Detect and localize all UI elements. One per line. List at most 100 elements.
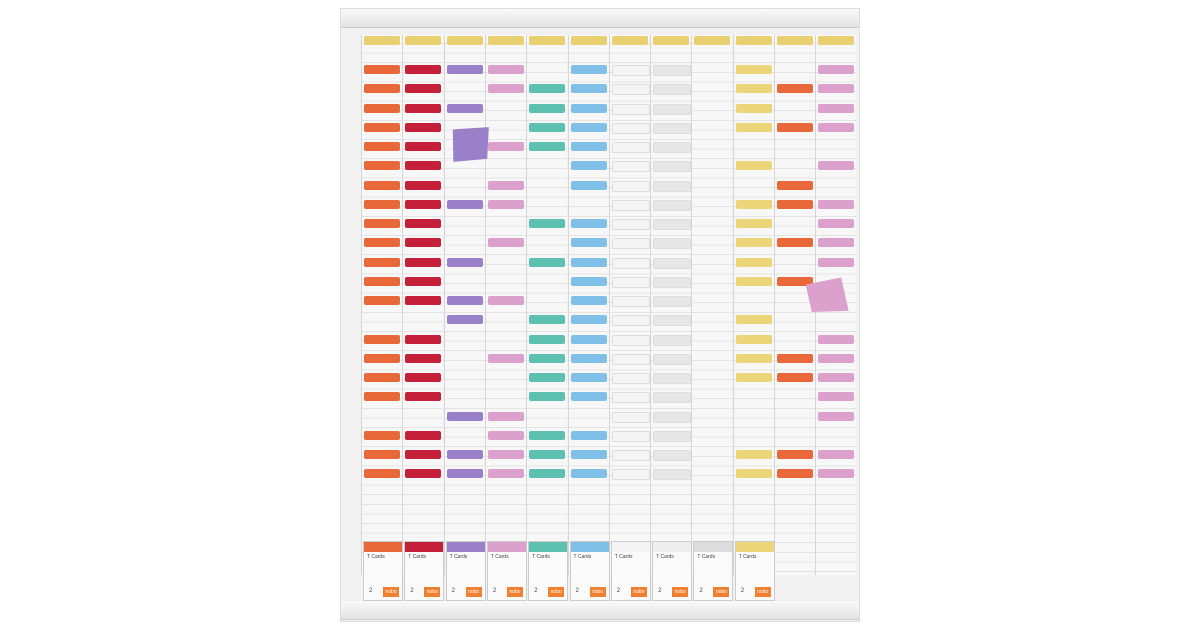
t-card[interactable] (611, 373, 650, 384)
t-card[interactable] (570, 84, 607, 94)
t-card[interactable] (405, 257, 442, 267)
t-card[interactable] (364, 65, 400, 74)
t-card[interactable] (611, 469, 650, 481)
t-card-pack[interactable]: T Cards 2 nobo (528, 541, 569, 601)
t-card[interactable] (364, 469, 400, 479)
t-card[interactable] (735, 353, 772, 363)
t-card[interactable] (364, 199, 400, 209)
t-card[interactable] (570, 469, 607, 479)
t-card[interactable] (570, 122, 607, 132)
t-card[interactable] (818, 469, 855, 479)
t-card[interactable] (364, 450, 400, 459)
t-card[interactable] (405, 103, 442, 113)
t-card[interactable] (735, 469, 772, 479)
t-card[interactable] (529, 219, 566, 228)
t-card[interactable] (653, 430, 692, 442)
t-card[interactable] (487, 450, 524, 459)
t-card[interactable] (653, 373, 692, 384)
t-card[interactable] (818, 392, 855, 402)
t-card[interactable] (653, 180, 692, 192)
t-card[interactable] (611, 103, 650, 115)
t-card[interactable] (529, 84, 566, 94)
t-card[interactable] (653, 161, 692, 173)
t-card[interactable] (405, 122, 442, 132)
t-card[interactable] (777, 180, 813, 190)
t-card[interactable] (529, 257, 566, 267)
t-card[interactable] (818, 65, 855, 74)
t-card-pack[interactable]: T Cards 2 nobo (404, 541, 445, 601)
header-card[interactable] (694, 36, 731, 45)
t-card-pack[interactable]: T Cards 2 nobo (734, 541, 775, 601)
t-card[interactable] (611, 276, 650, 288)
t-card[interactable] (446, 315, 483, 325)
t-card[interactable] (611, 219, 650, 230)
t-card[interactable] (611, 238, 650, 250)
t-card[interactable] (818, 199, 855, 209)
t-card[interactable] (405, 84, 442, 94)
t-card[interactable] (570, 353, 607, 363)
header-card[interactable] (405, 36, 442, 45)
t-card[interactable] (487, 353, 524, 363)
header-card[interactable] (570, 36, 607, 45)
t-card[interactable] (364, 161, 400, 171)
t-card[interactable] (818, 373, 855, 382)
t-card[interactable] (405, 469, 442, 479)
t-card[interactable] (405, 296, 442, 305)
t-card[interactable] (487, 411, 524, 421)
t-card[interactable] (446, 65, 483, 74)
header-card[interactable] (446, 36, 483, 45)
t-card[interactable] (653, 65, 692, 76)
t-card[interactable] (570, 450, 607, 459)
t-card[interactable] (570, 276, 607, 286)
t-card[interactable] (405, 353, 442, 363)
t-card[interactable] (653, 199, 692, 211)
t-card[interactable] (570, 296, 607, 305)
t-card[interactable] (529, 103, 566, 113)
t-card[interactable] (446, 411, 483, 421)
t-card[interactable] (487, 469, 524, 479)
t-card[interactable] (611, 315, 650, 327)
t-card[interactable] (653, 315, 692, 327)
header-card[interactable] (529, 36, 566, 45)
t-card[interactable] (405, 276, 442, 286)
t-card[interactable] (364, 296, 400, 305)
t-card[interactable] (570, 180, 607, 190)
t-card[interactable] (570, 257, 607, 267)
t-card[interactable] (405, 392, 442, 402)
t-card[interactable] (611, 450, 650, 461)
t-card[interactable] (405, 219, 442, 228)
header-card[interactable] (364, 36, 400, 45)
t-card[interactable] (364, 219, 400, 228)
t-card[interactable] (570, 315, 607, 325)
t-card[interactable] (653, 353, 692, 365)
t-card[interactable] (818, 122, 855, 132)
t-card[interactable] (653, 142, 692, 153)
t-card[interactable] (653, 334, 692, 346)
t-card[interactable] (364, 353, 400, 363)
t-card[interactable] (653, 276, 692, 288)
t-card[interactable] (529, 315, 566, 325)
t-card[interactable] (777, 276, 813, 286)
t-card[interactable] (487, 430, 524, 440)
t-card[interactable] (653, 122, 692, 134)
t-card[interactable] (570, 334, 607, 344)
t-card-pack[interactable]: T Cards 2 nobo (569, 541, 610, 601)
t-card[interactable] (611, 353, 650, 365)
t-card[interactable] (653, 238, 692, 250)
t-card[interactable] (653, 103, 692, 115)
t-card[interactable] (405, 142, 442, 151)
t-card[interactable] (570, 219, 607, 228)
t-card[interactable] (529, 430, 566, 440)
t-card[interactable] (611, 334, 650, 346)
t-card[interactable] (735, 161, 772, 171)
t-card[interactable] (487, 296, 524, 305)
t-card[interactable] (611, 65, 650, 76)
t-card[interactable] (735, 199, 772, 209)
t-card[interactable] (777, 353, 813, 363)
t-card[interactable] (364, 238, 400, 248)
t-card[interactable] (611, 161, 650, 173)
t-card[interactable] (611, 411, 650, 423)
t-card[interactable] (818, 411, 855, 421)
t-card[interactable] (529, 334, 566, 344)
t-card[interactable] (735, 238, 772, 248)
